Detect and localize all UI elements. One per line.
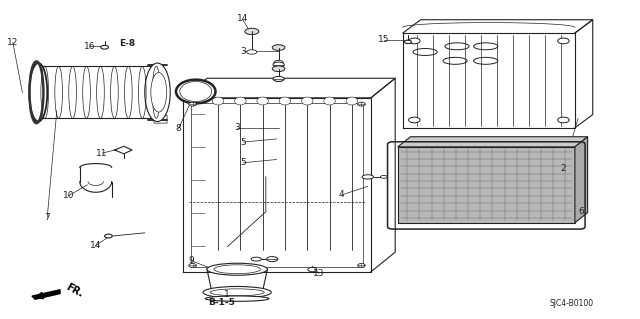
Text: 14: 14 (90, 241, 101, 250)
Ellipse shape (189, 102, 196, 106)
Ellipse shape (273, 76, 284, 81)
Text: 3: 3 (234, 123, 240, 132)
Ellipse shape (251, 257, 261, 261)
Ellipse shape (176, 80, 216, 103)
Text: 8: 8 (175, 124, 181, 133)
Ellipse shape (474, 43, 498, 50)
Ellipse shape (235, 97, 246, 105)
Text: 7: 7 (44, 212, 50, 222)
Ellipse shape (557, 117, 569, 123)
Text: SJC4-B0100: SJC4-B0100 (550, 299, 594, 308)
Ellipse shape (145, 63, 170, 122)
Text: 12: 12 (7, 38, 19, 47)
Text: 15: 15 (378, 35, 390, 44)
Ellipse shape (257, 97, 268, 105)
Ellipse shape (272, 45, 285, 50)
Polygon shape (397, 137, 588, 147)
Ellipse shape (279, 97, 291, 105)
Text: FR.: FR. (64, 282, 84, 299)
Text: 14: 14 (237, 14, 248, 23)
Text: 5: 5 (241, 158, 246, 167)
Ellipse shape (212, 97, 224, 105)
Polygon shape (575, 137, 588, 223)
Ellipse shape (557, 38, 569, 44)
Ellipse shape (445, 43, 469, 50)
Polygon shape (32, 290, 60, 299)
Text: 3: 3 (241, 47, 246, 56)
Ellipse shape (268, 258, 274, 260)
Ellipse shape (443, 57, 467, 64)
Text: E-8: E-8 (120, 39, 136, 48)
Text: B-1-5: B-1-5 (208, 298, 235, 307)
Ellipse shape (404, 40, 412, 44)
Text: 2: 2 (561, 164, 566, 173)
Ellipse shape (180, 82, 212, 101)
Text: 5: 5 (241, 137, 246, 147)
Ellipse shape (100, 45, 108, 49)
Ellipse shape (214, 265, 260, 274)
Text: 9: 9 (188, 256, 194, 265)
Text: 1: 1 (223, 290, 229, 299)
Ellipse shape (207, 263, 268, 275)
Polygon shape (397, 147, 575, 223)
Ellipse shape (245, 28, 259, 34)
Ellipse shape (267, 256, 278, 262)
Ellipse shape (380, 175, 387, 178)
Ellipse shape (104, 234, 112, 238)
Text: 11: 11 (96, 149, 108, 158)
Text: 13: 13 (313, 269, 324, 278)
Text: 6: 6 (579, 207, 584, 217)
Ellipse shape (358, 263, 365, 267)
Ellipse shape (346, 97, 358, 105)
Ellipse shape (272, 66, 285, 71)
Ellipse shape (274, 78, 283, 81)
Ellipse shape (273, 62, 284, 67)
Ellipse shape (408, 38, 420, 44)
Ellipse shape (246, 50, 257, 54)
Ellipse shape (362, 175, 374, 179)
Ellipse shape (189, 263, 196, 267)
Ellipse shape (29, 63, 47, 122)
Ellipse shape (413, 48, 437, 56)
Ellipse shape (308, 267, 317, 272)
Ellipse shape (301, 97, 313, 105)
Text: 16: 16 (84, 42, 95, 51)
Ellipse shape (274, 60, 283, 64)
Ellipse shape (408, 117, 420, 123)
Ellipse shape (151, 72, 167, 112)
Ellipse shape (324, 97, 335, 105)
Ellipse shape (203, 286, 271, 298)
Text: 4: 4 (339, 190, 344, 199)
Ellipse shape (358, 102, 365, 106)
Ellipse shape (474, 57, 498, 64)
Text: 10: 10 (63, 191, 74, 200)
Ellipse shape (210, 289, 264, 296)
Ellipse shape (205, 296, 269, 301)
